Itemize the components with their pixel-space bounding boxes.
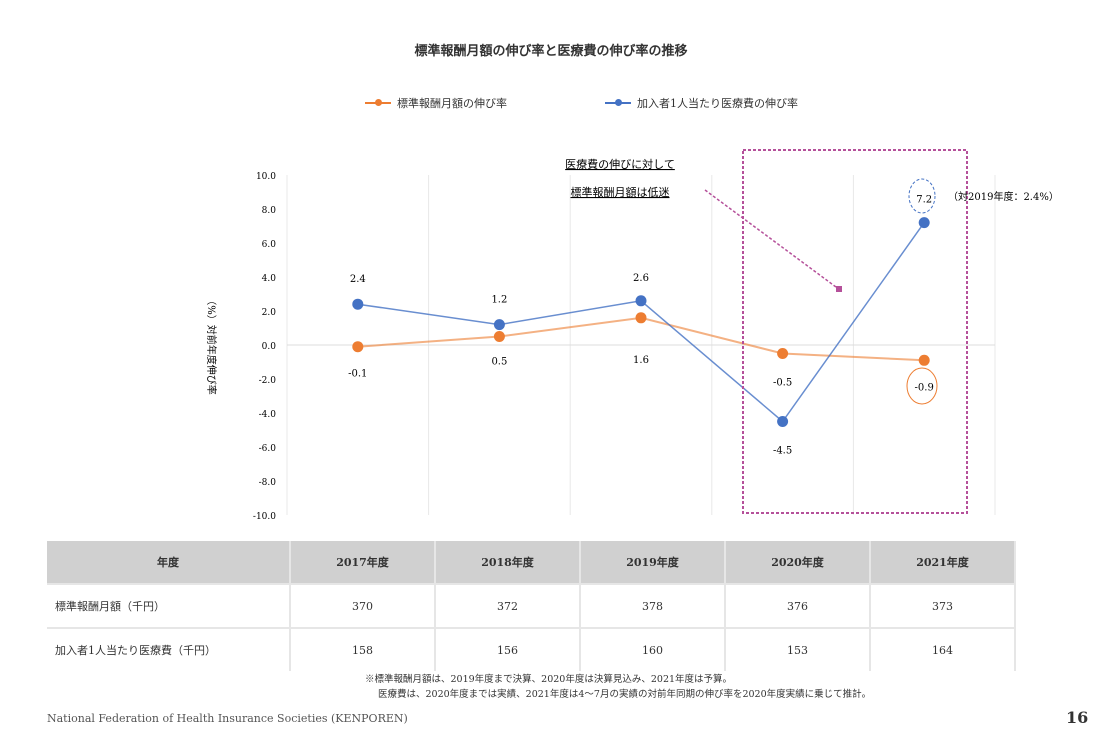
- table-cell: 376: [725, 583, 871, 628]
- data-label: -4.5: [773, 446, 792, 457]
- table-header: 2018年度: [435, 541, 581, 584]
- table-cell: 378: [580, 583, 726, 628]
- footer-org: National Federation of Health Insurance …: [47, 712, 408, 725]
- legend-label: 加入者1人当たり医療費の伸び率: [637, 97, 798, 110]
- data-point: [352, 298, 364, 310]
- table-cell: 158: [290, 627, 436, 671]
- table-header: 2021年度: [870, 541, 1016, 584]
- table-header-row: 年度 2017年度 2018年度 2019年度 2020年度 2021年度: [47, 541, 1016, 584]
- callout-line2: 標準報酬月額は低迷: [571, 185, 670, 199]
- data-label: 0.5: [491, 357, 507, 368]
- callout-arrow: [704, 189, 841, 291]
- data-point: [493, 331, 505, 342]
- chart-title: 標準報酬月額の伸び率と医療費の伸び率の推移: [414, 44, 688, 59]
- y-tick-label: 8.0: [262, 206, 277, 216]
- table-row: 標準報酬月額（千円） 370 372 378 376 373: [47, 583, 1016, 628]
- table-cell: 370: [290, 583, 436, 628]
- callout-line1: 医療費の伸びに対して: [565, 157, 675, 171]
- table-cell: 164: [870, 627, 1016, 671]
- line-chart: 10.0 8.0 6.0 4.0 2.0 0.0 -2.0 -4.0 -6.0 -8.0 -10.0…: [205, 149, 1059, 522]
- legend-label: 標準報酬月額の伸び率: [397, 97, 507, 110]
- page-number: 16: [1066, 708, 1089, 727]
- y-tick-label: 6.0: [262, 240, 277, 250]
- table-cell: 373: [870, 583, 1016, 628]
- table-header: 2019年度: [580, 541, 726, 584]
- table-header: 2020年度: [725, 541, 871, 584]
- footnote-1: ※標準報酬月額は、2019年度まで決算、2020年度は決算見込み、2021年度は…: [365, 674, 733, 685]
- table-cell: 153: [725, 627, 871, 671]
- data-label: 1.2: [491, 295, 507, 306]
- data-label: 7.2: [916, 195, 932, 206]
- legend-swatch-blue: [605, 99, 631, 106]
- data-point: [777, 416, 789, 427]
- legend-item-salary: 標準報酬月額の伸び率: [365, 95, 507, 111]
- y-tick-label: -4.0: [259, 410, 277, 420]
- table-cell: 372: [435, 583, 581, 628]
- table-header: 2017年度: [290, 541, 436, 584]
- side-note: （対2019年度：2.4%）: [948, 190, 1059, 203]
- row-label: 標準報酬月額（千円）: [47, 583, 291, 628]
- series-line: [357, 316, 925, 362]
- y-axis-label: （%）対前年度伸び率: [205, 295, 218, 395]
- arrow-head: [836, 286, 842, 292]
- data-label: 2.4: [350, 274, 366, 285]
- data-point: [493, 319, 505, 331]
- table-cell: 156: [435, 627, 581, 671]
- y-tick-label: 10.0: [256, 172, 276, 182]
- data-point: [918, 354, 930, 366]
- table-header: 年度: [47, 541, 291, 584]
- y-tick-label: -2.0: [259, 376, 277, 386]
- data-table: 年度 2017年度 2018年度 2019年度 2020年度 2021年度 標準…: [47, 541, 1016, 671]
- highlight-box: [742, 149, 968, 514]
- data-label: -0.9: [915, 382, 934, 393]
- data-label: 1.6: [633, 355, 649, 366]
- y-tick-label: 0.0: [262, 342, 277, 352]
- data-point: [918, 217, 930, 229]
- y-tick-label: -8.0: [259, 478, 277, 488]
- table-cell: 160: [580, 627, 726, 671]
- footnote-2: 医療費は、2020年度までは実績、2021年度は4～7月の実績の対前年同期の伸び…: [378, 689, 872, 700]
- legend-item-medical: 加入者1人当たり医療費の伸び率: [605, 95, 798, 111]
- data-point: [777, 348, 789, 359]
- data-point: [352, 341, 364, 353]
- data-label: -0.1: [348, 369, 367, 380]
- y-tick-label: 2.0: [262, 308, 277, 318]
- legend-swatch-orange: [365, 99, 391, 106]
- y-tick-label: -6.0: [259, 444, 277, 454]
- highlight-circle-blue: [908, 178, 936, 214]
- table-row: 加入者1人当たり医療費（千円） 158 156 160 153 164: [47, 627, 1016, 671]
- y-tick-label: 4.0: [262, 274, 277, 284]
- highlight-circle-orange: [906, 367, 938, 405]
- data-point: [635, 312, 647, 324]
- data-label: 2.6: [633, 273, 649, 284]
- row-label: 加入者1人当たり医療費（千円）: [47, 627, 291, 671]
- y-tick-label: -10.0: [253, 512, 276, 522]
- data-label: -0.5: [773, 378, 792, 389]
- data-point: [635, 295, 647, 307]
